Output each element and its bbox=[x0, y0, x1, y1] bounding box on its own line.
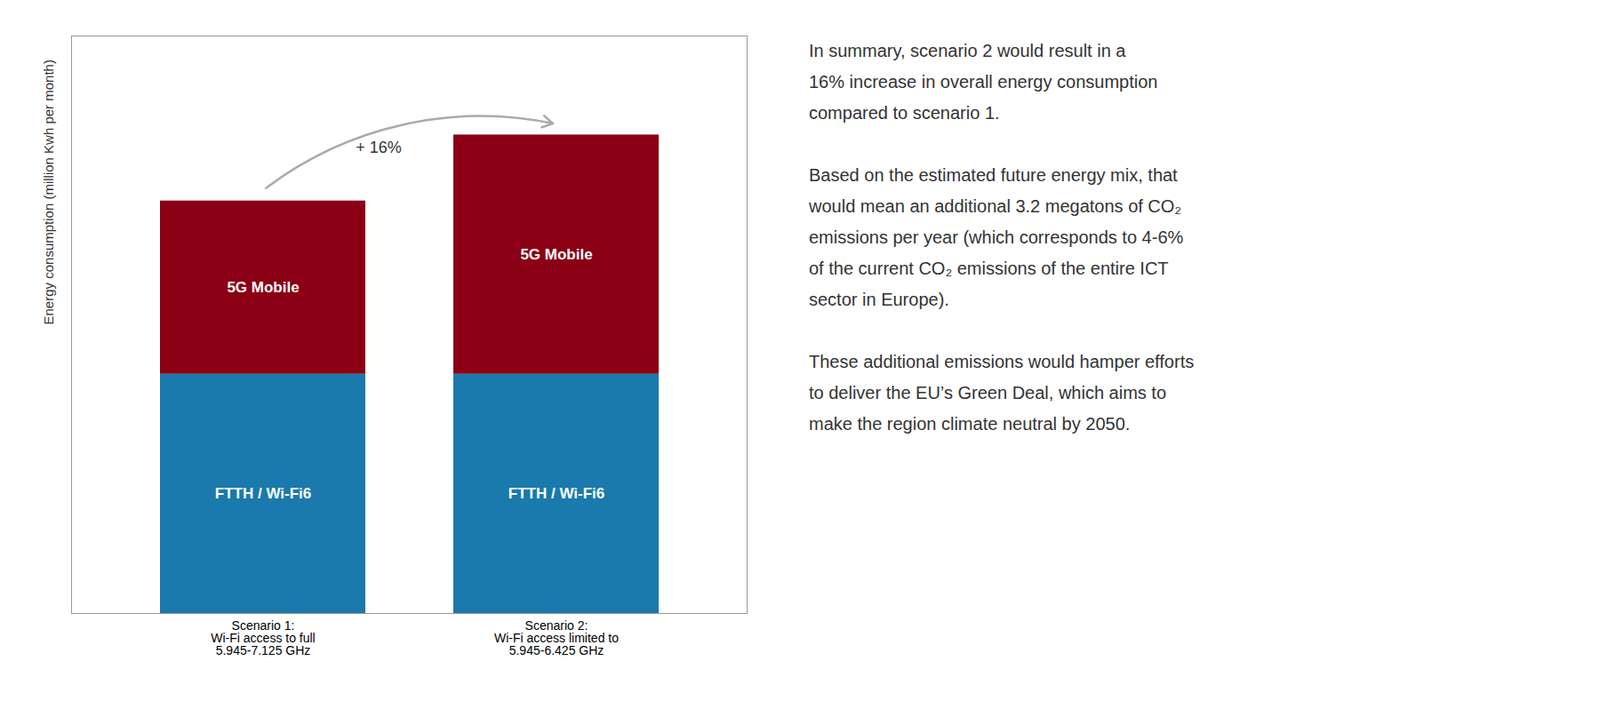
html-text:These additional emissions wou: These additional emissions would hamper … bbox=[808, 352, 1194, 372]
html-text:In summary, scenario 2 would r: In summary, scenario 2 would result in a bbox=[808, 40, 1126, 61]
html-text:sector in Europe).: sector in Europe). bbox=[808, 289, 950, 310]
html-text:emissions per year (which corr: emissions per year (which corresponds to… bbox=[808, 227, 1184, 248]
html-text:16% increase in overall energy: 16% increase in overall energy consumpti… bbox=[808, 72, 1158, 92]
svg-text:FTTH / Wi-Fi6: FTTH / Wi-Fi6 bbox=[508, 485, 605, 503]
html-text:would mean an additional 3.2 m: would mean an additional 3.2 megatons of… bbox=[808, 196, 1182, 216]
svg-text:FTTH / Wi-Fi6: FTTH / Wi-Fi6 bbox=[215, 485, 312, 503]
svg-text:Energy consumption (million Kw: Energy consumption (million Kwh per mont… bbox=[40, 59, 56, 325]
svg-text:5G Mobile: 5G Mobile bbox=[226, 279, 299, 296]
svg-text:+ 16%: + 16% bbox=[355, 138, 402, 157]
html-text:compared to scenario 1.: compared to scenario 1. bbox=[808, 103, 1000, 123]
html-text:make the region climate neutra: make the region climate neutral by 2050. bbox=[808, 414, 1131, 434]
html-text:to deliver the EU’s Green Deal: to deliver the EU’s Green Deal, which ai… bbox=[808, 383, 1167, 403]
svg-text:Scenario 2:Wi-Fi access limite: Scenario 2:Wi-Fi access limited to5.945-… bbox=[494, 618, 619, 658]
html-text:of the current CO₂ emissions o: of the current CO₂ emissions of the enti… bbox=[808, 258, 1169, 279]
svg-text:5G Mobile: 5G Mobile bbox=[520, 246, 592, 264]
svg-text:Scenario 1:Wi-Fi access to ful: Scenario 1:Wi-Fi access to full5.945-7.1… bbox=[210, 618, 315, 658]
html-text:Based on the estimated future: Based on the estimated future energy mix… bbox=[808, 165, 1178, 185]
